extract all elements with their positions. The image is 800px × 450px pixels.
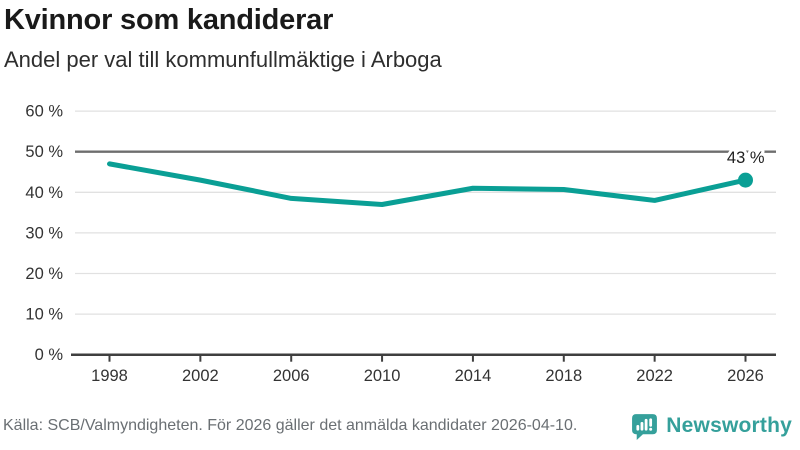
newsworthy-logo-icon xyxy=(632,413,658,440)
x-axis-tick-label: 2010 xyxy=(364,367,401,385)
y-axis-tick-label: 60 % xyxy=(25,103,63,121)
x-axis-tick-label: 2014 xyxy=(455,367,492,385)
x-axis-tick-label: 2026 xyxy=(727,367,764,385)
y-axis-tick-label: 10 % xyxy=(25,306,63,324)
y-axis-tick-label: 20 % xyxy=(25,265,63,283)
x-axis-tick-label: 2018 xyxy=(545,367,582,385)
y-axis-tick-label: 50 % xyxy=(25,143,63,161)
y-axis-tick-label: 30 % xyxy=(25,224,63,242)
source-note: Källa: SCB/Valmyndigheten. För 2026 gäll… xyxy=(3,417,578,434)
x-axis-tick-label: 1998 xyxy=(91,367,128,385)
y-axis-tick-label: 40 % xyxy=(25,184,63,202)
line-chart: 0 % 10 % 20 % 30 % 40 % 50 % 60 % 1998 2002 2006 2… xyxy=(25,103,776,385)
data-point-last xyxy=(738,172,753,188)
last-value-label: 43 % xyxy=(727,149,765,167)
trend-line xyxy=(107,161,748,207)
chart-header: Kvinnor som kandiderar Andel per val til… xyxy=(0,0,800,73)
x-axis-tick-label: 2022 xyxy=(636,367,673,385)
chart-title: Kvinnor som kandiderar xyxy=(4,4,334,36)
x-axis-tick-label: 2002 xyxy=(182,367,219,385)
chart-subtitle: Andel per val till kommunfullmäktige i A… xyxy=(4,47,442,72)
y-axis-tick-label: 0 % xyxy=(35,346,64,364)
x-axis-tick-label: 2006 xyxy=(273,367,310,385)
chart-footer: Källa: SCB/Valmyndigheten. För 2026 gäll… xyxy=(0,406,800,450)
newsworthy-logo[interactable]: Newsworthy xyxy=(630,412,792,441)
newsworthy-logo-text: Newsworthy xyxy=(666,414,792,437)
logo-bars-icon xyxy=(636,417,653,431)
